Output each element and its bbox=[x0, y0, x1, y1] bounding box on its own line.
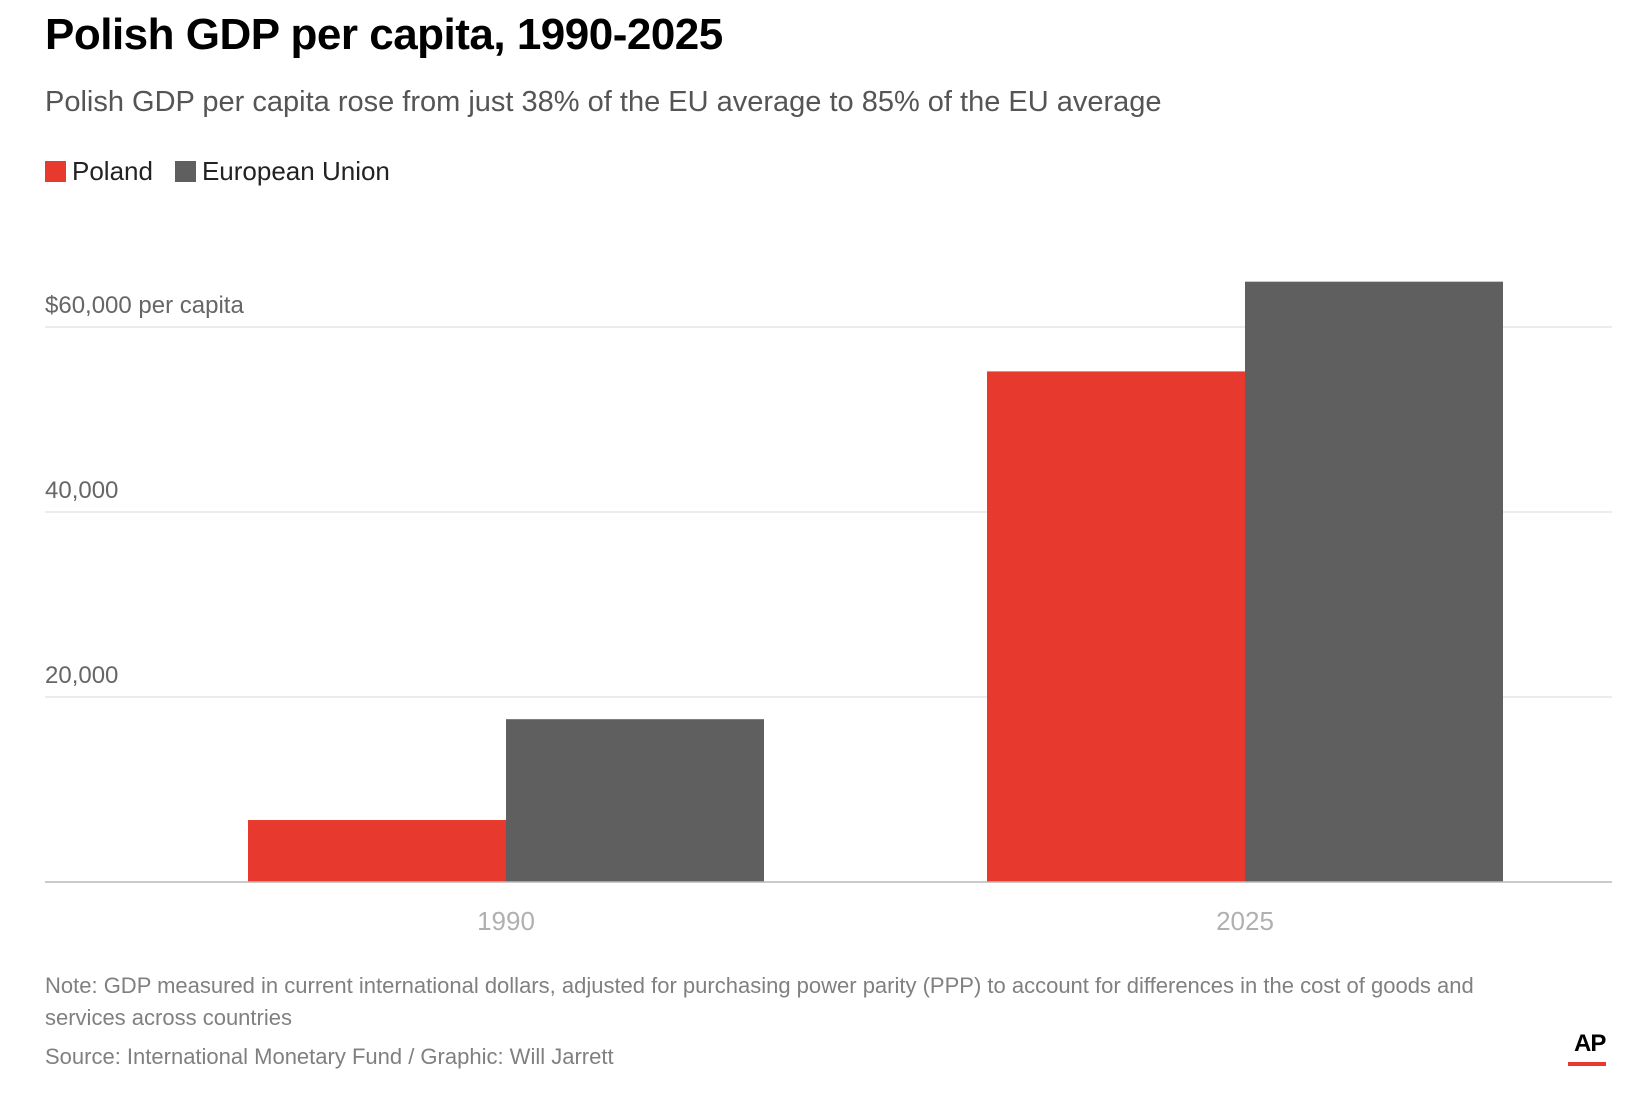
legend-label-eu: European Union bbox=[201, 156, 390, 186]
ap-logo: AP bbox=[1574, 1030, 1606, 1057]
chart-subtitle: Polish GDP per capita rose from just 38%… bbox=[45, 86, 1162, 118]
bar-european-union-1990 bbox=[506, 719, 764, 882]
legend-swatch-poland bbox=[45, 161, 66, 182]
y-tick-label: $60,000 per capita bbox=[45, 292, 244, 319]
legend-label-poland: Poland bbox=[72, 156, 153, 186]
chart-note: Note: GDP measured in current internatio… bbox=[45, 973, 1474, 1030]
legend-item-poland: Poland bbox=[45, 156, 153, 187]
bar-european-union-2025 bbox=[1245, 281, 1503, 882]
x-tick-label: 1990 bbox=[477, 906, 535, 936]
legend-swatch-eu bbox=[174, 161, 196, 182]
x-tick-label: 2025 bbox=[1216, 906, 1274, 936]
legend-item-eu: European Union bbox=[174, 156, 390, 187]
ap-logo-underline bbox=[1568, 1062, 1606, 1066]
chart-title: Polish GDP per capita, 1990-2025 bbox=[45, 10, 723, 59]
y-tick-label: 40,000 bbox=[45, 477, 118, 504]
bar-poland-1990 bbox=[248, 820, 506, 882]
chart-source: Source: International Monetary Fund / Gr… bbox=[45, 1044, 614, 1069]
bar-chart: 20,000 40,000 $60,000 per capita 1990 2025 bbox=[45, 281, 1612, 936]
legend: Poland European Union bbox=[45, 156, 412, 187]
y-tick-label: 20,000 bbox=[45, 662, 118, 689]
bar-poland-2025 bbox=[987, 371, 1245, 882]
